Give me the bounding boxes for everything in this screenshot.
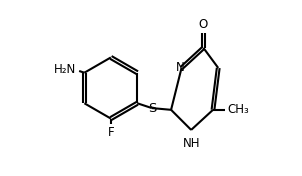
Text: H₂N: H₂N [54, 63, 76, 76]
Text: N: N [176, 61, 185, 74]
Text: F: F [108, 126, 114, 139]
Text: O: O [199, 18, 208, 31]
Text: NH: NH [182, 137, 200, 150]
Text: S: S [148, 102, 156, 115]
Text: CH₃: CH₃ [227, 103, 249, 116]
